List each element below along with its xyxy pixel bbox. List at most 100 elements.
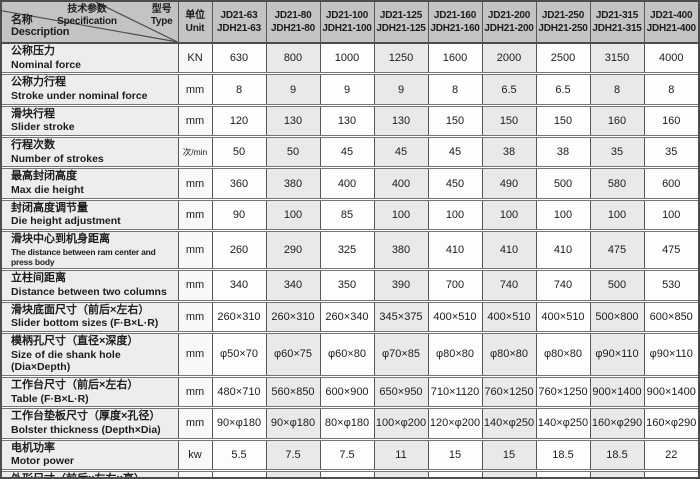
row-unit-cell: mm (178, 407, 213, 441)
row-label-en: Number of strokes (11, 152, 104, 165)
model-name: JDH21-160 (430, 23, 480, 34)
row-unit-cell: KN (178, 43, 213, 76)
value-cell: 900×1400 (590, 376, 645, 410)
row-label-cell: 最高封闭高度 Max die height (2, 167, 179, 201)
spec-row: 模柄孔尺寸（直径×深度） Size of die shank hole (Dia×… (2, 332, 698, 378)
model-name: JD21-80 (274, 10, 312, 21)
value-cell: 100 (428, 199, 483, 233)
model-column-header: JD21-100 JDH21-100 (320, 2, 375, 44)
value-cell: 6.5 (482, 73, 537, 107)
spec-row: 工作台垫板尺寸（厚度×孔径） Bolster thickness (Depth×D… (2, 407, 698, 441)
value-cell: 340 (212, 269, 267, 303)
value-cell: 120 (212, 105, 267, 139)
value-cell: 8 (590, 73, 645, 107)
value-cell: 1980×1510×2820 (374, 470, 429, 477)
value-cell: 400×510 (536, 301, 591, 334)
value-cell: 130 (320, 105, 375, 139)
value-cell: 700 (428, 269, 483, 303)
value-cell: 100 (374, 199, 429, 233)
spec-row: 电机功率 Motor power kw 5.5 7.5 7.5 11 15 15 18.5 18.5… (2, 439, 698, 472)
value-cell: 345×375 (374, 301, 429, 334)
value-cell: 18.5 (590, 439, 645, 472)
value-cell: 38 (482, 136, 537, 170)
value-cell: 260 (212, 230, 267, 272)
value-cell: 480×710 (212, 376, 267, 410)
value-cell: 4000 (644, 43, 698, 76)
model-name: JD21-315 (595, 10, 639, 21)
value-cell: 325 (320, 230, 375, 272)
value-cell: φ60×75 (266, 332, 321, 378)
row-label-en: The distance between ram center and pres… (11, 246, 156, 267)
row-label-en: Nominal force (11, 58, 82, 71)
spec-row: 立柱间距离 Distance between two columns mm 340 34… (2, 269, 698, 303)
row-label-cell: 工作台垫板尺寸（厚度×孔径） Bolster thickness (Depth×D… (2, 407, 179, 441)
value-cell: 150 (482, 105, 537, 139)
value-cell: 600×900 (320, 376, 375, 410)
row-unit-cell: mm (178, 376, 213, 410)
value-cell: 1820×1460×2650 (266, 470, 321, 477)
value-cell: 85 (320, 199, 375, 233)
row-label-cell: 滑块中心到机身距离 The distance between ram center… (2, 230, 179, 272)
value-cell: 150 (536, 105, 591, 139)
value-cell: 2175×2550×3700 (536, 470, 591, 477)
model-name: JDH21-125 (376, 23, 426, 34)
row-label-cn: 公称力行程 (11, 76, 66, 89)
row-unit-cell: mm (178, 167, 213, 201)
value-cell: 150 (428, 105, 483, 139)
value-cell: 8 (428, 73, 483, 107)
value-cell: 260×310 (212, 301, 267, 334)
value-cell: 630 (212, 43, 267, 76)
value-cell: 410 (536, 230, 591, 272)
value-cell: 600×850 (644, 301, 698, 334)
row-label-en: Slider bottom sizes (F·B×L·R) (11, 317, 159, 330)
model-name: JD21-200 (487, 10, 531, 21)
value-cell: 2000 (482, 43, 537, 76)
value-cell: 100 (536, 199, 591, 233)
corner-header-cell: 技术参数 Specification 型号 Type 名称 Description (2, 2, 179, 44)
value-cell: 1840×1600×2750 (320, 470, 375, 477)
value-cell: φ60×80 (320, 332, 375, 378)
value-cell: 400 (374, 167, 429, 201)
model-name: JD21-400 (650, 10, 693, 21)
value-cell: 2050×2350×3700 (482, 470, 537, 477)
value-cell: 530 (644, 269, 698, 303)
value-cell: 380 (266, 167, 321, 201)
value-cell: 2700×2170×3750 (644, 470, 698, 477)
spec-row: 滑块行程 Slider stroke mm 120 130 130 130 150 150 150… (2, 105, 698, 139)
row-label-cell: 公称力行程 Stroke under nominal force (2, 73, 179, 107)
value-cell: 290 (266, 230, 321, 272)
row-unit-cell: mm (178, 301, 213, 334)
row-label-en: Slider stroke (11, 121, 75, 134)
value-cell: φ80×80 (482, 332, 537, 378)
value-cell: 22 (644, 439, 698, 472)
value-cell: 560×850 (266, 376, 321, 410)
spec-row: 工作台尺寸（前后×左右） Table (F·B×L·R) mm 480×710 560×… (2, 376, 698, 410)
value-cell: 7.5 (266, 439, 321, 472)
value-cell: 140×φ250 (536, 407, 591, 441)
row-label-cn: 外形尺寸（前后×左右×高） (11, 472, 145, 479)
value-cell: 475 (590, 230, 645, 272)
row-label-cn: 工作台尺寸（前后×左右） (11, 378, 139, 391)
value-cell: 5.5 (212, 439, 267, 472)
value-cell: 740 (482, 269, 537, 303)
value-cell: 500 (590, 269, 645, 303)
value-cell: 475 (644, 230, 698, 272)
value-cell: 340 (266, 269, 321, 303)
row-label-cn: 滑块中心到机身距离 (11, 233, 110, 246)
value-cell: 100 (590, 199, 645, 233)
value-cell: 100 (482, 199, 537, 233)
value-cell: 410 (428, 230, 483, 272)
model-column-header: JD21-63 JDH21-63 (212, 2, 267, 44)
spec-row: 公称压力 Nominal force KN 630 800 1000 1250 1600 200… (2, 43, 698, 76)
row-label-cell: 工作台尺寸（前后×左右） Table (F·B×L·R) (2, 376, 179, 410)
diagonal-divider (2, 2, 177, 41)
row-label-cn: 封闭高度调节量 (11, 201, 88, 214)
row-label-en: Size of die shank hole (Dia×Depth) (11, 348, 121, 374)
value-cell: 900×1400 (644, 376, 698, 410)
value-cell: 740 (536, 269, 591, 303)
row-label-cn: 滑块底面尺寸（前后×左右） (11, 303, 150, 316)
value-cell: 120×φ200 (428, 407, 483, 441)
value-cell: 160 (590, 105, 645, 139)
spec-table-body: 公称压力 Nominal force KN 630 800 1000 1250 1600 200… (2, 43, 698, 479)
value-cell: 130 (266, 105, 321, 139)
